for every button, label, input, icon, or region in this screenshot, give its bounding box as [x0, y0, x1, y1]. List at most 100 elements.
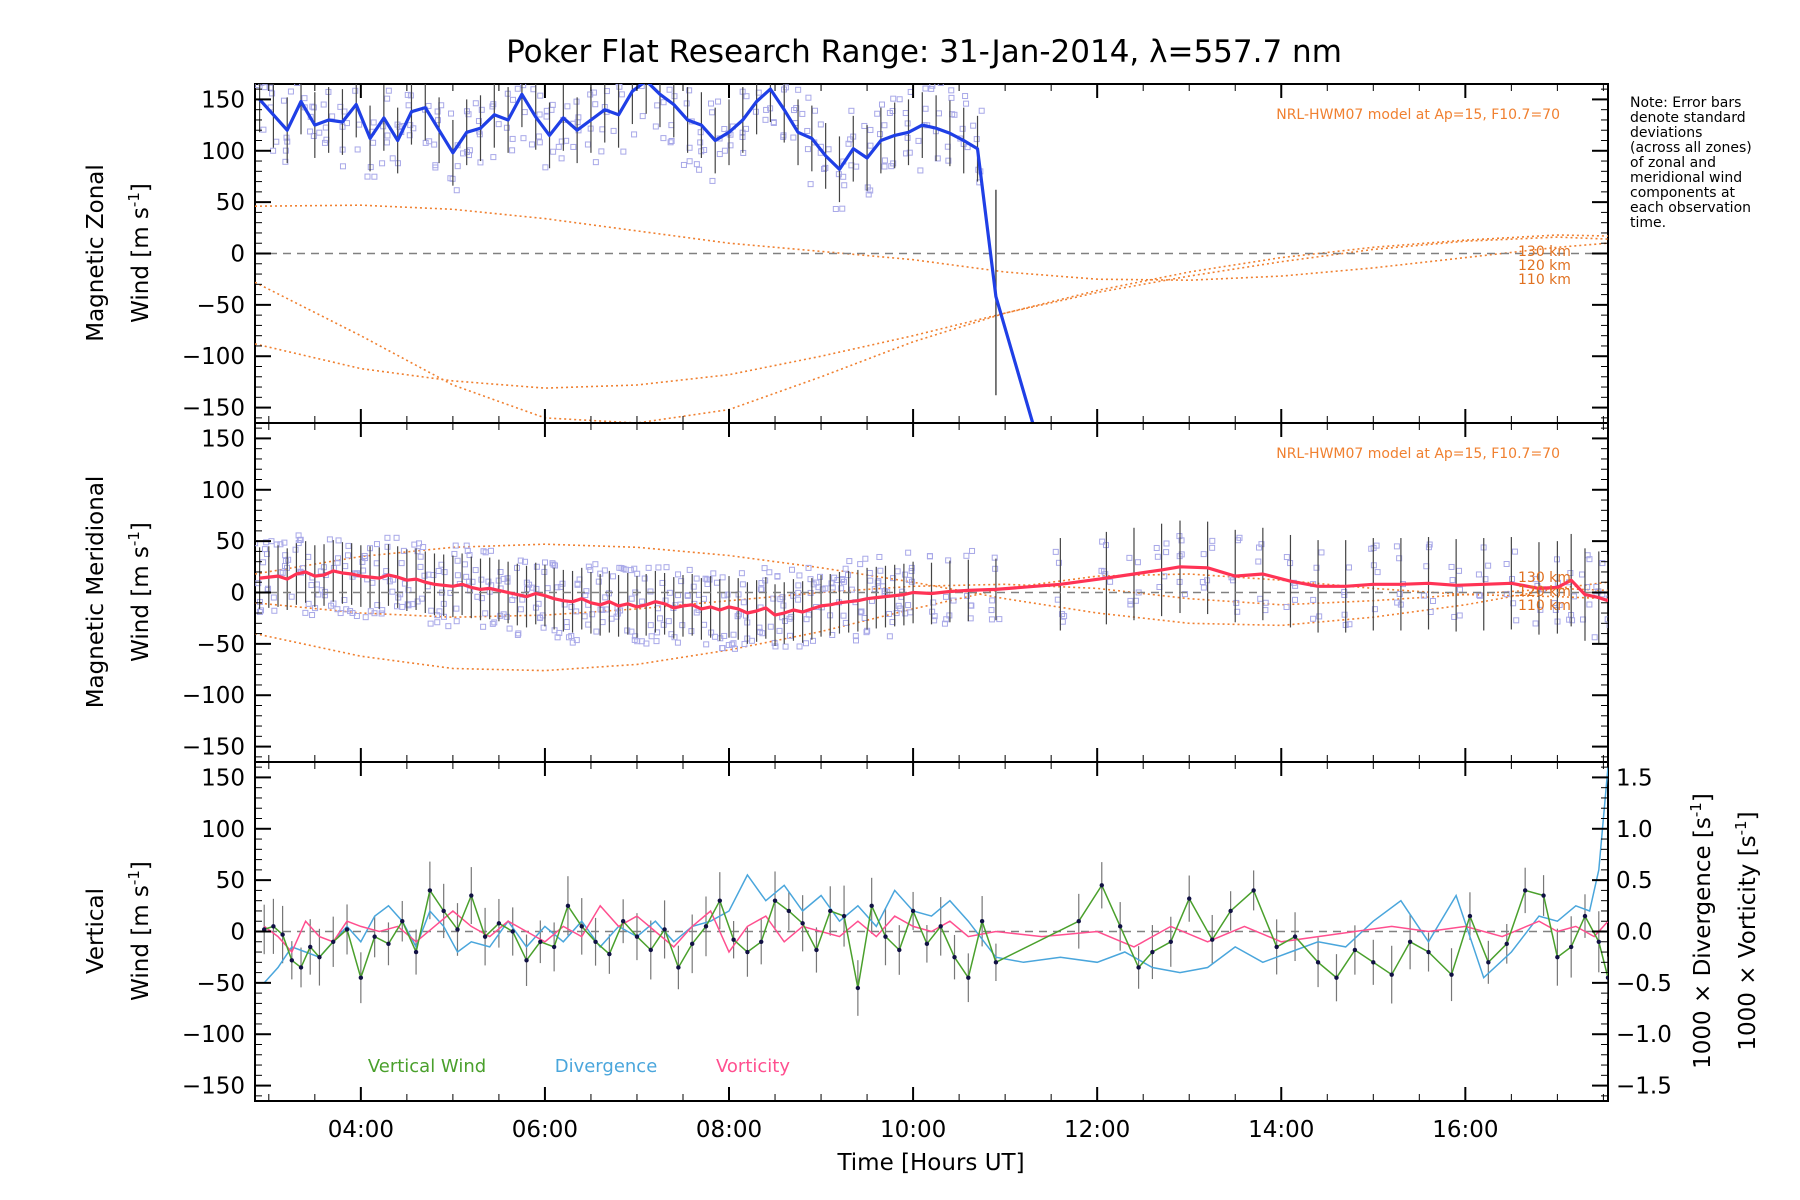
zone-sample — [848, 107, 855, 114]
zone-sample — [807, 576, 814, 583]
vertical-wind-point — [298, 965, 304, 970]
zone-sample — [638, 638, 645, 645]
x-axis-ticks: 04:00 06:00 08:00 10:00 12:00 14:00 16:00 — [328, 1117, 1499, 1143]
zone-sample — [865, 191, 872, 198]
zone-sample — [728, 641, 735, 648]
model-curve — [255, 234, 1608, 389]
zone-sample — [951, 111, 958, 118]
zone-sample — [1552, 606, 1559, 613]
meridional-alt-110: 110 km — [1518, 598, 1571, 614]
zone-sample — [795, 596, 802, 603]
zone-sample — [564, 103, 571, 110]
zone-sample — [763, 106, 770, 113]
zone-sample — [1503, 561, 1510, 568]
zone-sample — [1199, 578, 1206, 585]
zone-sample — [943, 593, 950, 600]
zone-sample — [352, 87, 359, 94]
zonal-alt-110: 110 km — [1518, 272, 1571, 288]
zone-sample — [356, 74, 361, 79]
zone-sample — [371, 610, 378, 617]
zone-sample — [796, 572, 803, 579]
zone-sample — [917, 167, 924, 174]
vertical-error-bars — [263, 861, 1608, 1016]
meridional-panel: 150 100 50 0 −50 −100 −150 NRL-HWM07 model at … — [83, 422, 1609, 763]
zone-sample — [992, 565, 999, 572]
zone-sample — [533, 563, 540, 570]
zone-sample — [668, 122, 675, 129]
zone-sample — [592, 159, 599, 166]
y-tick-label: 100 — [201, 478, 245, 504]
vertical-y-ticks: 150 100 50 0 −50 −100 −150 — [182, 762, 1608, 1101]
vertical-wind-point — [814, 947, 819, 953]
zone-sample — [710, 570, 717, 577]
vertical-wind-point — [400, 919, 405, 924]
vertical-wind-point — [358, 975, 364, 980]
zone-sample — [385, 87, 392, 94]
zone-sample — [1456, 586, 1463, 593]
zone-sample — [269, 90, 276, 97]
divergence-ylabel-text: 1000 × Divergence [s — [1690, 817, 1716, 1069]
zone-sample — [734, 613, 741, 620]
vertical-wind-point — [386, 941, 391, 947]
vertical-wind-point — [1568, 944, 1574, 950]
zone-sample — [466, 552, 473, 559]
zone-sample — [464, 547, 471, 554]
zone-sample — [536, 139, 543, 146]
meridional-altitude-labels: 130 km 120 km 110 km — [1518, 570, 1571, 614]
zone-sample — [988, 607, 995, 614]
zone-sample — [996, 616, 1003, 623]
zone-sample — [861, 122, 868, 129]
zone-sample — [1599, 560, 1606, 567]
zone-sample — [812, 107, 819, 114]
y-tick-label: −150 — [182, 396, 245, 422]
vertical-wind-point — [271, 924, 276, 929]
x-axis-label: Time [Hours UT] — [836, 1150, 1024, 1176]
vertical-wind-point — [1449, 972, 1454, 977]
zone-sample — [948, 87, 955, 94]
zone-sample — [514, 631, 521, 638]
vertical-wind-point — [1596, 939, 1601, 944]
model-curve — [255, 543, 1608, 627]
vorticity-ylabel: 1000 × Vorticity [s-1] — [1732, 811, 1761, 1050]
model-curve — [255, 204, 1608, 282]
zone-sample — [461, 561, 468, 568]
vertical-wind-point — [1228, 908, 1233, 914]
zone-sample — [1456, 567, 1463, 574]
zone-sample — [454, 163, 461, 170]
zone-sample — [1310, 596, 1317, 603]
y-tick-label: −50 — [196, 971, 245, 997]
zone-sample — [1257, 595, 1264, 602]
zone-sample — [405, 602, 412, 609]
vertical-wind-point — [924, 941, 930, 947]
zone-sample — [261, 84, 268, 91]
zone-sample — [255, 75, 260, 80]
zone-sample — [767, 623, 774, 630]
zone-sample — [273, 541, 280, 548]
zone-sample — [802, 640, 809, 647]
zone-sample — [503, 613, 510, 620]
zone-sample — [697, 129, 704, 136]
note-line: denote standard — [1630, 110, 1746, 126]
zone-sample — [367, 164, 374, 171]
zone-sample — [626, 73, 631, 78]
vertical-wind-point — [979, 919, 985, 924]
vertical-wind-point — [897, 947, 902, 953]
vertical-wind-point — [482, 934, 488, 939]
y-tick-label: −100 — [182, 1022, 245, 1048]
vertical-wind-point — [344, 927, 350, 932]
zone-sample — [989, 597, 996, 604]
zone-sample — [448, 110, 455, 117]
zone-sample — [389, 588, 396, 595]
zone-sample — [1345, 564, 1352, 571]
zone-sample — [666, 86, 673, 93]
zone-sample — [930, 599, 937, 606]
note-line: (across all zones) — [1630, 140, 1752, 156]
vertical-wind-point — [1334, 975, 1339, 980]
zone-sample — [867, 126, 874, 133]
zone-sample — [307, 128, 314, 135]
zone-sample — [356, 121, 363, 128]
zone-sample — [1396, 590, 1403, 597]
zone-sample — [905, 576, 912, 583]
zone-sample — [418, 595, 425, 602]
